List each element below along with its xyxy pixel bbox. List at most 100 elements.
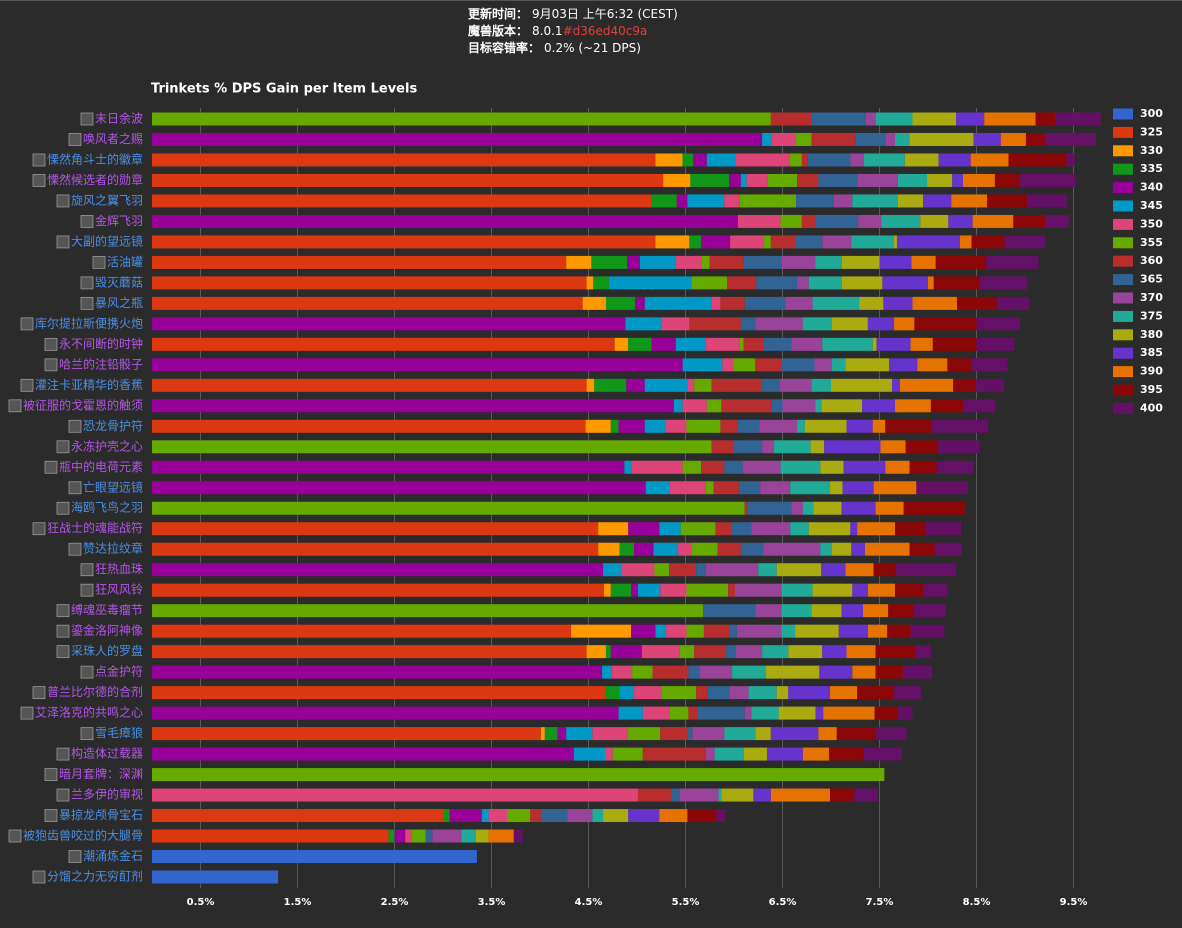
bar-segment	[843, 460, 886, 474]
bar-segment	[573, 747, 605, 761]
item-icon	[32, 686, 46, 700]
item-icon	[80, 583, 94, 597]
category-label: 赞达拉纹章	[83, 541, 143, 556]
bar-segment	[771, 132, 797, 146]
item-icon	[44, 460, 58, 474]
bar-segment	[713, 481, 739, 495]
bar-segment	[812, 583, 853, 597]
bar-segment	[851, 542, 865, 556]
bar-segment	[923, 583, 948, 597]
bar-segment	[686, 624, 704, 638]
bar-segment	[850, 153, 864, 167]
category-label: 暴风之瓶	[95, 296, 143, 310]
legend-swatch	[1113, 255, 1133, 267]
legend-label: 400	[1140, 401, 1163, 414]
bar-segment	[850, 522, 858, 536]
bar-segment	[883, 296, 913, 310]
bar-segment	[603, 563, 622, 577]
bar-segment	[566, 727, 593, 741]
bar-segment	[766, 747, 803, 761]
bar-segment	[152, 235, 656, 249]
bar-segment	[770, 788, 831, 802]
item-icon	[56, 645, 70, 659]
category-label: 兰多伊的审视	[71, 787, 143, 802]
bar-segment	[586, 645, 606, 659]
header-hash: #d36ed40c9a	[563, 24, 648, 38]
category-label: 活油罐	[107, 255, 143, 269]
bar-segment	[987, 194, 1027, 208]
bar-segment	[755, 317, 803, 331]
bar-segment	[767, 173, 798, 187]
x-tick-label: 9.5%	[1060, 897, 1088, 908]
bar-segment	[665, 419, 687, 433]
bar-segment	[635, 296, 645, 310]
x-tick-label: 0.5%	[187, 897, 215, 908]
bar-segment	[461, 829, 476, 843]
x-tick-label: 3.5%	[478, 897, 506, 908]
bar-segment	[875, 112, 913, 126]
bar-segment	[933, 276, 980, 290]
bar-segment	[994, 173, 1021, 187]
bar-segment	[885, 132, 896, 146]
bar-segment	[785, 296, 813, 310]
bar-segment	[910, 624, 945, 638]
bar-segment	[896, 235, 961, 249]
bar-segment	[822, 337, 873, 351]
bar-segment	[815, 399, 822, 413]
bar-segment	[830, 788, 855, 802]
bar-segment	[598, 522, 629, 536]
bar-segment	[935, 255, 987, 269]
bar-segment	[818, 727, 837, 741]
bar-segment	[931, 419, 989, 433]
bar-segment	[894, 235, 897, 249]
bar-segment	[979, 276, 1027, 290]
bar-segment	[610, 419, 619, 433]
category-label: 哈兰的注铅骰子	[59, 356, 143, 371]
bar-segment	[831, 317, 868, 331]
bar-segment	[802, 747, 830, 761]
bar-segment	[152, 624, 572, 638]
bar-segment	[152, 645, 587, 659]
item-icon	[80, 276, 94, 290]
bar-segment	[687, 809, 717, 823]
bar-segment	[152, 563, 604, 577]
bar-segment	[962, 399, 995, 413]
bar-segment	[637, 788, 671, 802]
bar-segment	[653, 542, 678, 556]
bar-segment	[863, 747, 902, 761]
bar-segment	[852, 665, 876, 679]
category-label: 暗月套牌：深渊	[59, 766, 143, 781]
bar-segment	[863, 604, 889, 618]
bar-segment	[781, 604, 812, 618]
bar-segment	[605, 296, 636, 310]
bar-segment	[813, 501, 842, 515]
item-icon	[80, 112, 94, 126]
bar-segment	[976, 317, 1021, 331]
bar-segment	[880, 440, 906, 454]
bar-segment	[566, 255, 592, 269]
bar-segment	[733, 440, 763, 454]
header-label: 目标容错率：	[468, 40, 540, 55]
category-label: 狂战士的魂能战符	[47, 520, 143, 535]
bar-segment	[820, 542, 832, 556]
bar-segment	[411, 829, 426, 843]
category-label: 灌注卡亚精华的香蕉	[35, 377, 143, 392]
header-label: 魔兽版本：	[468, 23, 528, 38]
bar-segment	[689, 317, 741, 331]
x-tick-label: 1.5%	[284, 897, 312, 908]
bar-segment	[730, 235, 765, 249]
legend-label: 380	[1140, 328, 1163, 341]
bar-segment	[822, 645, 847, 659]
bar-segment	[778, 706, 816, 720]
bar-segment	[887, 624, 911, 638]
legend-swatch	[1113, 200, 1133, 212]
bar-segment	[789, 153, 802, 167]
bar-segment	[680, 522, 716, 536]
bar-segment	[810, 440, 825, 454]
legend-swatch	[1113, 274, 1133, 286]
bar-segment	[888, 604, 914, 618]
bar-segment	[927, 173, 953, 187]
bar-segment	[776, 686, 789, 700]
item-icon	[20, 378, 34, 392]
